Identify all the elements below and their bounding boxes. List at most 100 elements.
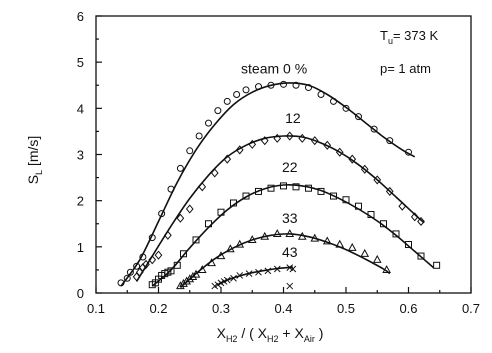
data-point-triangle <box>347 242 357 251</box>
series-2: 22 <box>148 159 441 289</box>
data-point-circle <box>255 83 262 91</box>
data-point-diamond <box>285 131 294 141</box>
data-point-circle <box>317 90 325 98</box>
data-point-x <box>286 282 294 290</box>
data-point-diamond <box>198 182 207 192</box>
data-point-square <box>342 196 350 204</box>
data-point-x-stroke <box>286 282 294 290</box>
fit-curve <box>179 233 391 289</box>
x-axis-title: XH2 / ( XH2 + XAir ) <box>217 325 324 344</box>
data-point-x-stroke <box>289 265 297 273</box>
temperature-annotation: Tu= 373 K <box>380 28 438 46</box>
x-tick-label: 0.1 <box>87 301 105 316</box>
series-label: 43 <box>282 244 298 260</box>
data-point-x <box>236 272 244 279</box>
data-point-x <box>223 276 231 284</box>
data-point-diamond <box>273 133 282 143</box>
x-tick-label: 0.7 <box>462 301 480 316</box>
data-point-triangle <box>285 229 295 238</box>
data-point-diamond <box>398 201 407 211</box>
data-point-diamond <box>148 255 157 265</box>
data-point-circle <box>233 90 241 98</box>
data-point-triangle <box>185 274 195 283</box>
data-point-circle <box>305 84 312 92</box>
data-point-diamond <box>142 259 150 269</box>
data-point-circle <box>123 274 131 282</box>
data-point-diamond <box>298 133 307 143</box>
data-point-x <box>214 281 222 289</box>
data-point-diamond <box>373 175 382 185</box>
data-point-diamond <box>235 145 244 155</box>
data-point-circle <box>214 107 222 115</box>
data-point-diamond <box>360 164 369 174</box>
x-tick-label: 0.5 <box>337 301 355 316</box>
x-tick-label: 0.3 <box>212 301 230 316</box>
data-point-x-stroke <box>286 264 294 271</box>
data-point-x <box>264 267 272 275</box>
data-point-square <box>355 202 362 210</box>
data-point-square <box>305 184 312 192</box>
data-point-circle <box>148 234 156 242</box>
data-point-circle <box>167 185 175 193</box>
data-point-diamond <box>385 186 394 197</box>
data-point-triangle <box>188 271 198 280</box>
data-point-triangle <box>297 231 307 240</box>
data-point-circle <box>280 80 287 88</box>
data-point-diamond <box>210 168 219 178</box>
data-point-x-stroke <box>273 265 281 273</box>
data-point-square <box>267 184 275 192</box>
data-point-triangle <box>372 254 382 263</box>
data-point-diamond <box>410 212 419 222</box>
data-point-triangle <box>176 281 185 290</box>
data-point-circle <box>117 279 125 287</box>
y-tick-label: 5 <box>77 55 84 70</box>
data-point-triangle <box>322 236 332 245</box>
data-point-triangle <box>226 244 235 253</box>
data-point-square <box>217 208 225 216</box>
data-point-circle <box>176 164 184 172</box>
pressure-annotation: p= 1 atm <box>380 61 431 76</box>
data-point-square <box>392 230 400 238</box>
data-point-square <box>167 267 175 275</box>
x-tick-label: 0.4 <box>274 301 292 316</box>
data-point-x-stroke <box>236 272 244 279</box>
data-point-circle <box>405 148 412 156</box>
y-tick-label: 1 <box>77 240 84 255</box>
data-point-x-stroke <box>264 267 272 275</box>
data-point-square <box>280 182 287 190</box>
data-point-triangle <box>260 231 270 240</box>
series-0: steam 0 % <box>117 61 416 287</box>
data-point-square <box>192 236 200 244</box>
data-point-triangle <box>179 278 188 287</box>
data-point-circle <box>292 81 300 89</box>
data-point-circle <box>205 119 212 127</box>
data-point-square <box>433 261 441 269</box>
y-tick-label: 0 <box>77 286 84 301</box>
data-point-square <box>292 183 300 191</box>
data-point-circle <box>223 97 231 105</box>
data-point-square <box>417 252 425 260</box>
data-point-triangle <box>272 229 282 238</box>
y-tick-label: 3 <box>77 148 84 163</box>
data-point-diamond <box>323 140 332 150</box>
data-point-x <box>255 268 262 276</box>
series-3: 33 <box>176 210 391 290</box>
data-point-circle <box>158 210 166 218</box>
data-point-circle <box>195 132 203 140</box>
data-point-diamond <box>348 154 357 164</box>
data-point-triangle <box>382 265 391 274</box>
data-point-x <box>273 265 281 273</box>
data-point-triangle <box>197 265 207 274</box>
data-point-triangle <box>235 239 245 248</box>
data-point-triangle <box>216 251 226 260</box>
data-point-circle <box>330 97 337 105</box>
y-tick-label: 4 <box>77 101 84 116</box>
data-point-triangle <box>360 248 370 257</box>
data-point-diamond <box>164 230 172 240</box>
fit-curve <box>135 135 425 282</box>
data-point-circle <box>139 253 147 261</box>
series-1: 12 <box>132 110 425 282</box>
series-label: 22 <box>282 159 298 175</box>
y-tick-label: 6 <box>77 9 84 24</box>
